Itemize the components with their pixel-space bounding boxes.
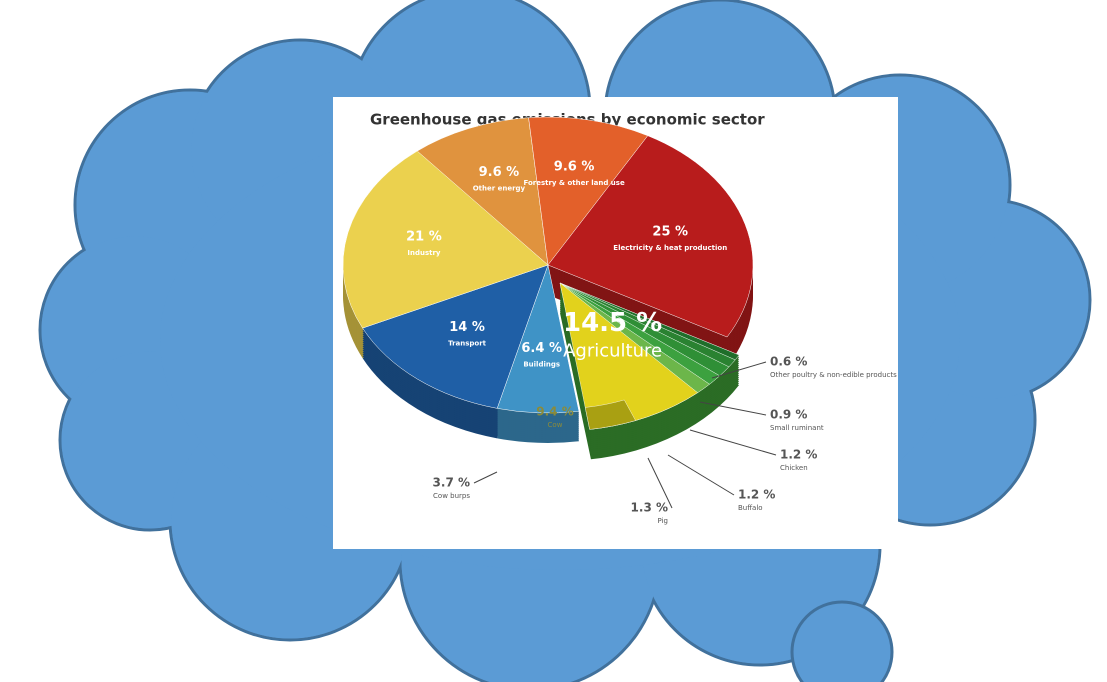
breakdown-value-label: 9.4 % [536, 405, 573, 419]
leader-line [711, 361, 767, 379]
breakdown-value-label: 0.6 % [770, 355, 807, 369]
slice-category-label: Buildings [523, 361, 560, 369]
slice-value-label: 25 % [652, 224, 688, 239]
breakdown-category-label: Pig [658, 517, 668, 525]
breakdown-value-label: 1.2 % [738, 488, 775, 502]
slice-category-label: Other energy [473, 184, 526, 192]
breakdown-category-label: Buffalo [738, 504, 763, 512]
slice-category-label: Transport [448, 340, 487, 348]
slice-value-label: 14.5 % [563, 308, 662, 338]
breakdown-value-label: 0.9 % [770, 408, 807, 422]
leader-line [647, 457, 673, 509]
slice-value-label: 21 % [406, 230, 442, 245]
leader-line [667, 454, 735, 496]
breakdown-category-label: Other poultry & non-edible products [770, 371, 897, 379]
thought-bubble [790, 600, 894, 682]
breakdown-value-label: 3.7 % [433, 476, 470, 490]
leader-line [689, 429, 777, 456]
leader-line [699, 401, 767, 416]
breakdown-category-label: Small ruminant [770, 424, 824, 432]
slice-value-label: 9.6 % [479, 165, 520, 180]
pie-slice [415, 117, 549, 266]
breakdown-category-label: Chicken [780, 464, 808, 472]
breakdown-value-label: 1.2 % [780, 448, 817, 462]
breakdown-category-label: Cow burps [433, 492, 470, 500]
breakdown-value-label: 1.3 % [631, 501, 668, 515]
breakdown-category-label: Cow [548, 421, 563, 429]
slice-value-label: 6.4 % [521, 341, 562, 356]
pie-slice [342, 150, 549, 329]
slice-value-label: 14 % [449, 320, 485, 335]
pie-slice [528, 116, 649, 266]
slice-category-label: Industry [407, 249, 441, 257]
leader-line [473, 471, 498, 484]
slice-category-label: Forestry & other land use [523, 179, 624, 187]
slice-category-label: Electricity & heat production [613, 244, 727, 252]
slice-value-label: 9.6 % [554, 160, 595, 175]
cow-burps-band [584, 399, 636, 430]
pie-slice [362, 264, 549, 409]
slice-category-label: Agriculture [563, 341, 662, 362]
pie-slice [547, 135, 754, 338]
